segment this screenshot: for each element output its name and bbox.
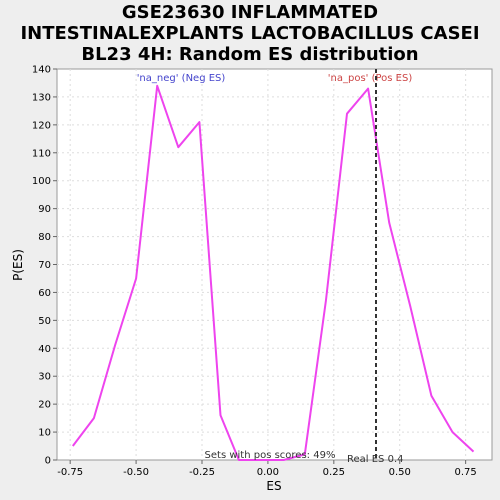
- series-line: [72, 84, 475, 461]
- x-tick-label: 0.00: [257, 467, 279, 478]
- y-tick-label: 110: [32, 148, 51, 159]
- y-tick-label: 90: [38, 204, 51, 215]
- x-tick-label: -0.50: [123, 467, 149, 478]
- y-tick-label: 20: [38, 400, 51, 411]
- x-axis-label: ES: [266, 479, 281, 493]
- y-tick-label: 120: [32, 120, 51, 131]
- y-tick-label: 60: [38, 288, 51, 299]
- y-tick-label: 70: [38, 260, 51, 271]
- y-tick-label: 10: [38, 428, 51, 439]
- y-axis-label: P(ES): [11, 249, 25, 281]
- x-tick-label: 0.25: [323, 467, 345, 478]
- plot-area: [56, 68, 493, 461]
- sets-pos-label: Sets with pos scores: 49%: [205, 450, 336, 461]
- y-tick-label: 40: [38, 344, 51, 355]
- legend-neg: 'na_neg' (Neg ES): [137, 73, 226, 84]
- legend-pos: 'na_pos' (Pos ES): [328, 73, 413, 84]
- x-tick-label: -0.25: [189, 467, 215, 478]
- axes: 0 10 20 30 40 50 60 70 80 90 100 110 120 130 140 -0.75 -…: [32, 65, 477, 479]
- y-tick-label: 30: [38, 372, 51, 383]
- x-tick-label: -0.75: [57, 467, 83, 478]
- x-tick-label: 0.75: [455, 467, 477, 478]
- y-tick-label: 0: [45, 456, 51, 467]
- y-tick-label: 130: [32, 92, 51, 103]
- chart-title-line-3: BL23 4H: Random ES distribution: [81, 44, 419, 65]
- y-tick-label: 50: [38, 316, 51, 327]
- chart-title-line-1: GSE23630 INFLAMMATED: [121, 2, 379, 23]
- x-tick-label: 0.50: [389, 467, 411, 478]
- series-layer: [72, 84, 475, 461]
- real-es-label: Real ES 0.4: [347, 454, 403, 465]
- annotations: 'na_neg' (Neg ES) 'na_pos' (Pos ES) Sets…: [137, 69, 413, 465]
- chart-title-line-2: INTESTINALEXPLANTS LACTOBACILLUS CASEI: [20, 23, 480, 44]
- y-tick-label: 80: [38, 232, 51, 243]
- chart-title: GSE23630 INFLAMMATED INTESTINALEXPLANTS …: [0, 2, 500, 65]
- y-tick-label: 100: [32, 176, 51, 187]
- y-tick-label: 140: [32, 65, 51, 76]
